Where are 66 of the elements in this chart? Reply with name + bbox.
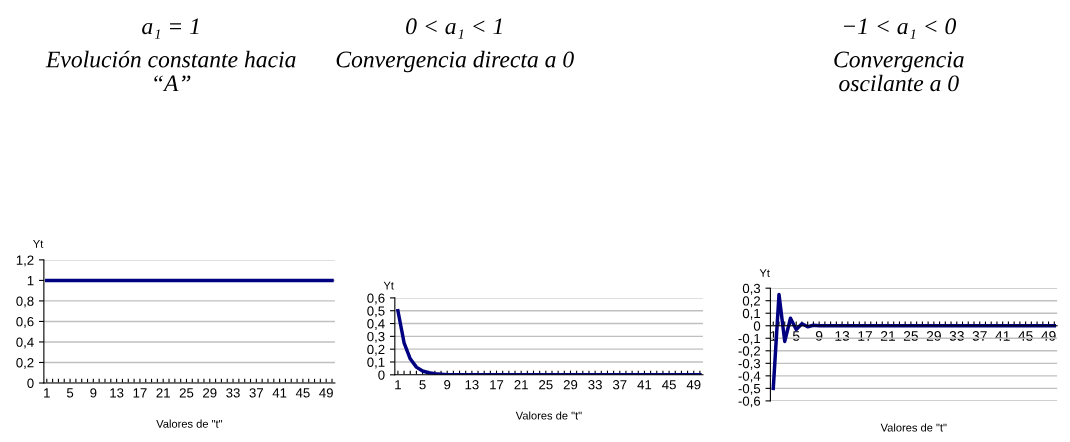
x-tick-label: 25	[903, 330, 919, 341]
y-tick-label: 0,8	[16, 296, 34, 308]
x-tick-label: 1	[44, 388, 50, 398]
chart-title: −1 < a₁ < 0	[843, 18, 957, 39]
x-tick-label: 13	[110, 388, 124, 398]
y-tick-label: 0	[753, 321, 761, 331]
chart-subtitle: Convergencia oscilante a 0	[834, 51, 964, 92]
x-tick-label: 25	[539, 380, 553, 390]
x-tick-label: 41	[272, 388, 287, 398]
x-tick-label: 29	[203, 388, 217, 398]
x-tick-label: 45	[295, 388, 310, 398]
chart-subtitle: Convergencia directa a 0	[336, 50, 574, 73]
chart-title: a₁ = 1	[142, 18, 199, 39]
chart-title: 0 < a₁ < 1	[406, 18, 502, 39]
y-axis-title: Yt	[759, 269, 770, 277]
y-tick-label: 0,4	[367, 319, 385, 331]
x-tick-label: 21	[514, 380, 528, 390]
y-tick-label: 0,1	[742, 308, 761, 320]
y-tick-label: 0	[27, 378, 34, 388]
y-tick-label: 0,5	[367, 306, 385, 318]
x-tick-label: 1	[395, 380, 401, 390]
x-tick-label: 9	[90, 388, 97, 398]
y-tick-label: -0,6	[738, 396, 761, 408]
y-tick-label: -0,2	[738, 346, 761, 358]
x-axis-title: Valores de "t"	[515, 411, 582, 420]
x-tick-label: 49	[319, 388, 333, 398]
y-axis-title: Yt	[383, 281, 394, 290]
y-tick-label: 1	[27, 276, 34, 286]
x-axis-title: Valores de "t"	[880, 423, 947, 432]
y-tick-label: 0,1	[367, 357, 385, 369]
x-tick-label: 33	[226, 388, 240, 398]
x-tick-label: 5	[419, 380, 426, 390]
x-tick-label: 5	[66, 388, 74, 398]
x-tick-label: 45	[662, 380, 676, 390]
x-tick-label: 13	[465, 380, 479, 390]
chart-subtitle: Evolución constante hacia “A”	[45, 50, 296, 92]
y-tick-label: 0,3	[367, 331, 385, 343]
y-tick-label: -0,3	[738, 358, 761, 370]
x-tick-label: 17	[133, 388, 147, 398]
x-tick-label: 9	[444, 380, 451, 390]
x-tick-label: 29	[563, 380, 578, 390]
y-tick-label: -0,4	[738, 371, 761, 383]
y-tick-label: 0,2	[367, 344, 385, 356]
x-tick-label: 29	[926, 330, 941, 341]
x-tick-label: 37	[249, 388, 264, 398]
y-tick-label: -0,1	[738, 333, 761, 345]
y-tick-label: 0,3	[742, 283, 761, 295]
y-tick-label: 0,6	[16, 317, 34, 328]
x-tick-label: 33	[588, 380, 602, 390]
x-tick-label: 25	[179, 388, 194, 398]
x-tick-label: 21	[156, 388, 170, 398]
y-axis-title: Yt	[33, 240, 44, 248]
y-tick-label: 1,2	[16, 255, 34, 267]
x-axis-title: Valores de "t"	[156, 419, 223, 428]
y-tick-label: 0,2	[742, 296, 761, 308]
x-tick-label: 49	[686, 380, 701, 390]
y-tick-label: 0,2	[16, 358, 34, 369]
y-tick-label: 0,4	[16, 337, 34, 349]
y-tick-label: 0,6	[367, 293, 385, 305]
x-tick-label: 41	[637, 380, 652, 390]
x-tick-label: 17	[490, 380, 504, 390]
x-tick-label: 37	[612, 380, 627, 390]
x-tick-label: 5	[792, 331, 800, 341]
x-tick-label: 9	[815, 330, 823, 341]
y-tick-label: -0,5	[738, 383, 761, 395]
y-tick-label: 0	[378, 370, 385, 380]
